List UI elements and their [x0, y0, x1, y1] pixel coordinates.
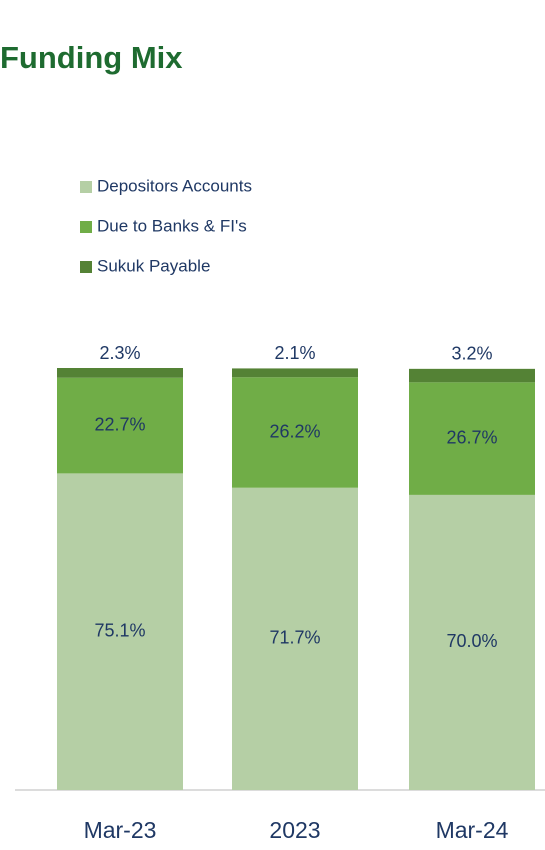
data-label: 71.7% [269, 628, 320, 648]
data-label: 70.0% [446, 631, 497, 651]
legend-label: Depositors Accounts [97, 176, 252, 195]
bar-segment [57, 377, 183, 474]
chart-title: Funding Mix [0, 40, 183, 75]
bar-segment [232, 368, 358, 378]
legend-label: Sukuk Payable [97, 256, 210, 275]
bar-segment [409, 368, 535, 383]
bar-segment [57, 473, 183, 790]
bar-segment [409, 382, 535, 495]
bar-segment [409, 494, 535, 790]
legend-swatch [80, 221, 92, 233]
legend-swatch [80, 181, 92, 193]
x-tick-label: 2023 [269, 817, 320, 843]
x-tick-label: Mar-23 [84, 817, 157, 843]
legend-label: Due to Banks & FI's [97, 216, 247, 235]
data-label: 3.2% [451, 344, 492, 364]
data-label: 2.1% [274, 343, 315, 363]
data-label: 22.7% [94, 414, 145, 434]
bar-segment [57, 368, 183, 378]
data-label: 2.3% [99, 343, 140, 363]
data-label: 75.1% [94, 620, 145, 640]
data-label: 26.7% [446, 427, 497, 447]
bar-segment [232, 487, 358, 790]
data-label: 26.2% [269, 421, 320, 441]
bar-segment [232, 377, 358, 488]
legend-swatch [80, 261, 92, 273]
x-tick-label: Mar-24 [436, 817, 509, 843]
